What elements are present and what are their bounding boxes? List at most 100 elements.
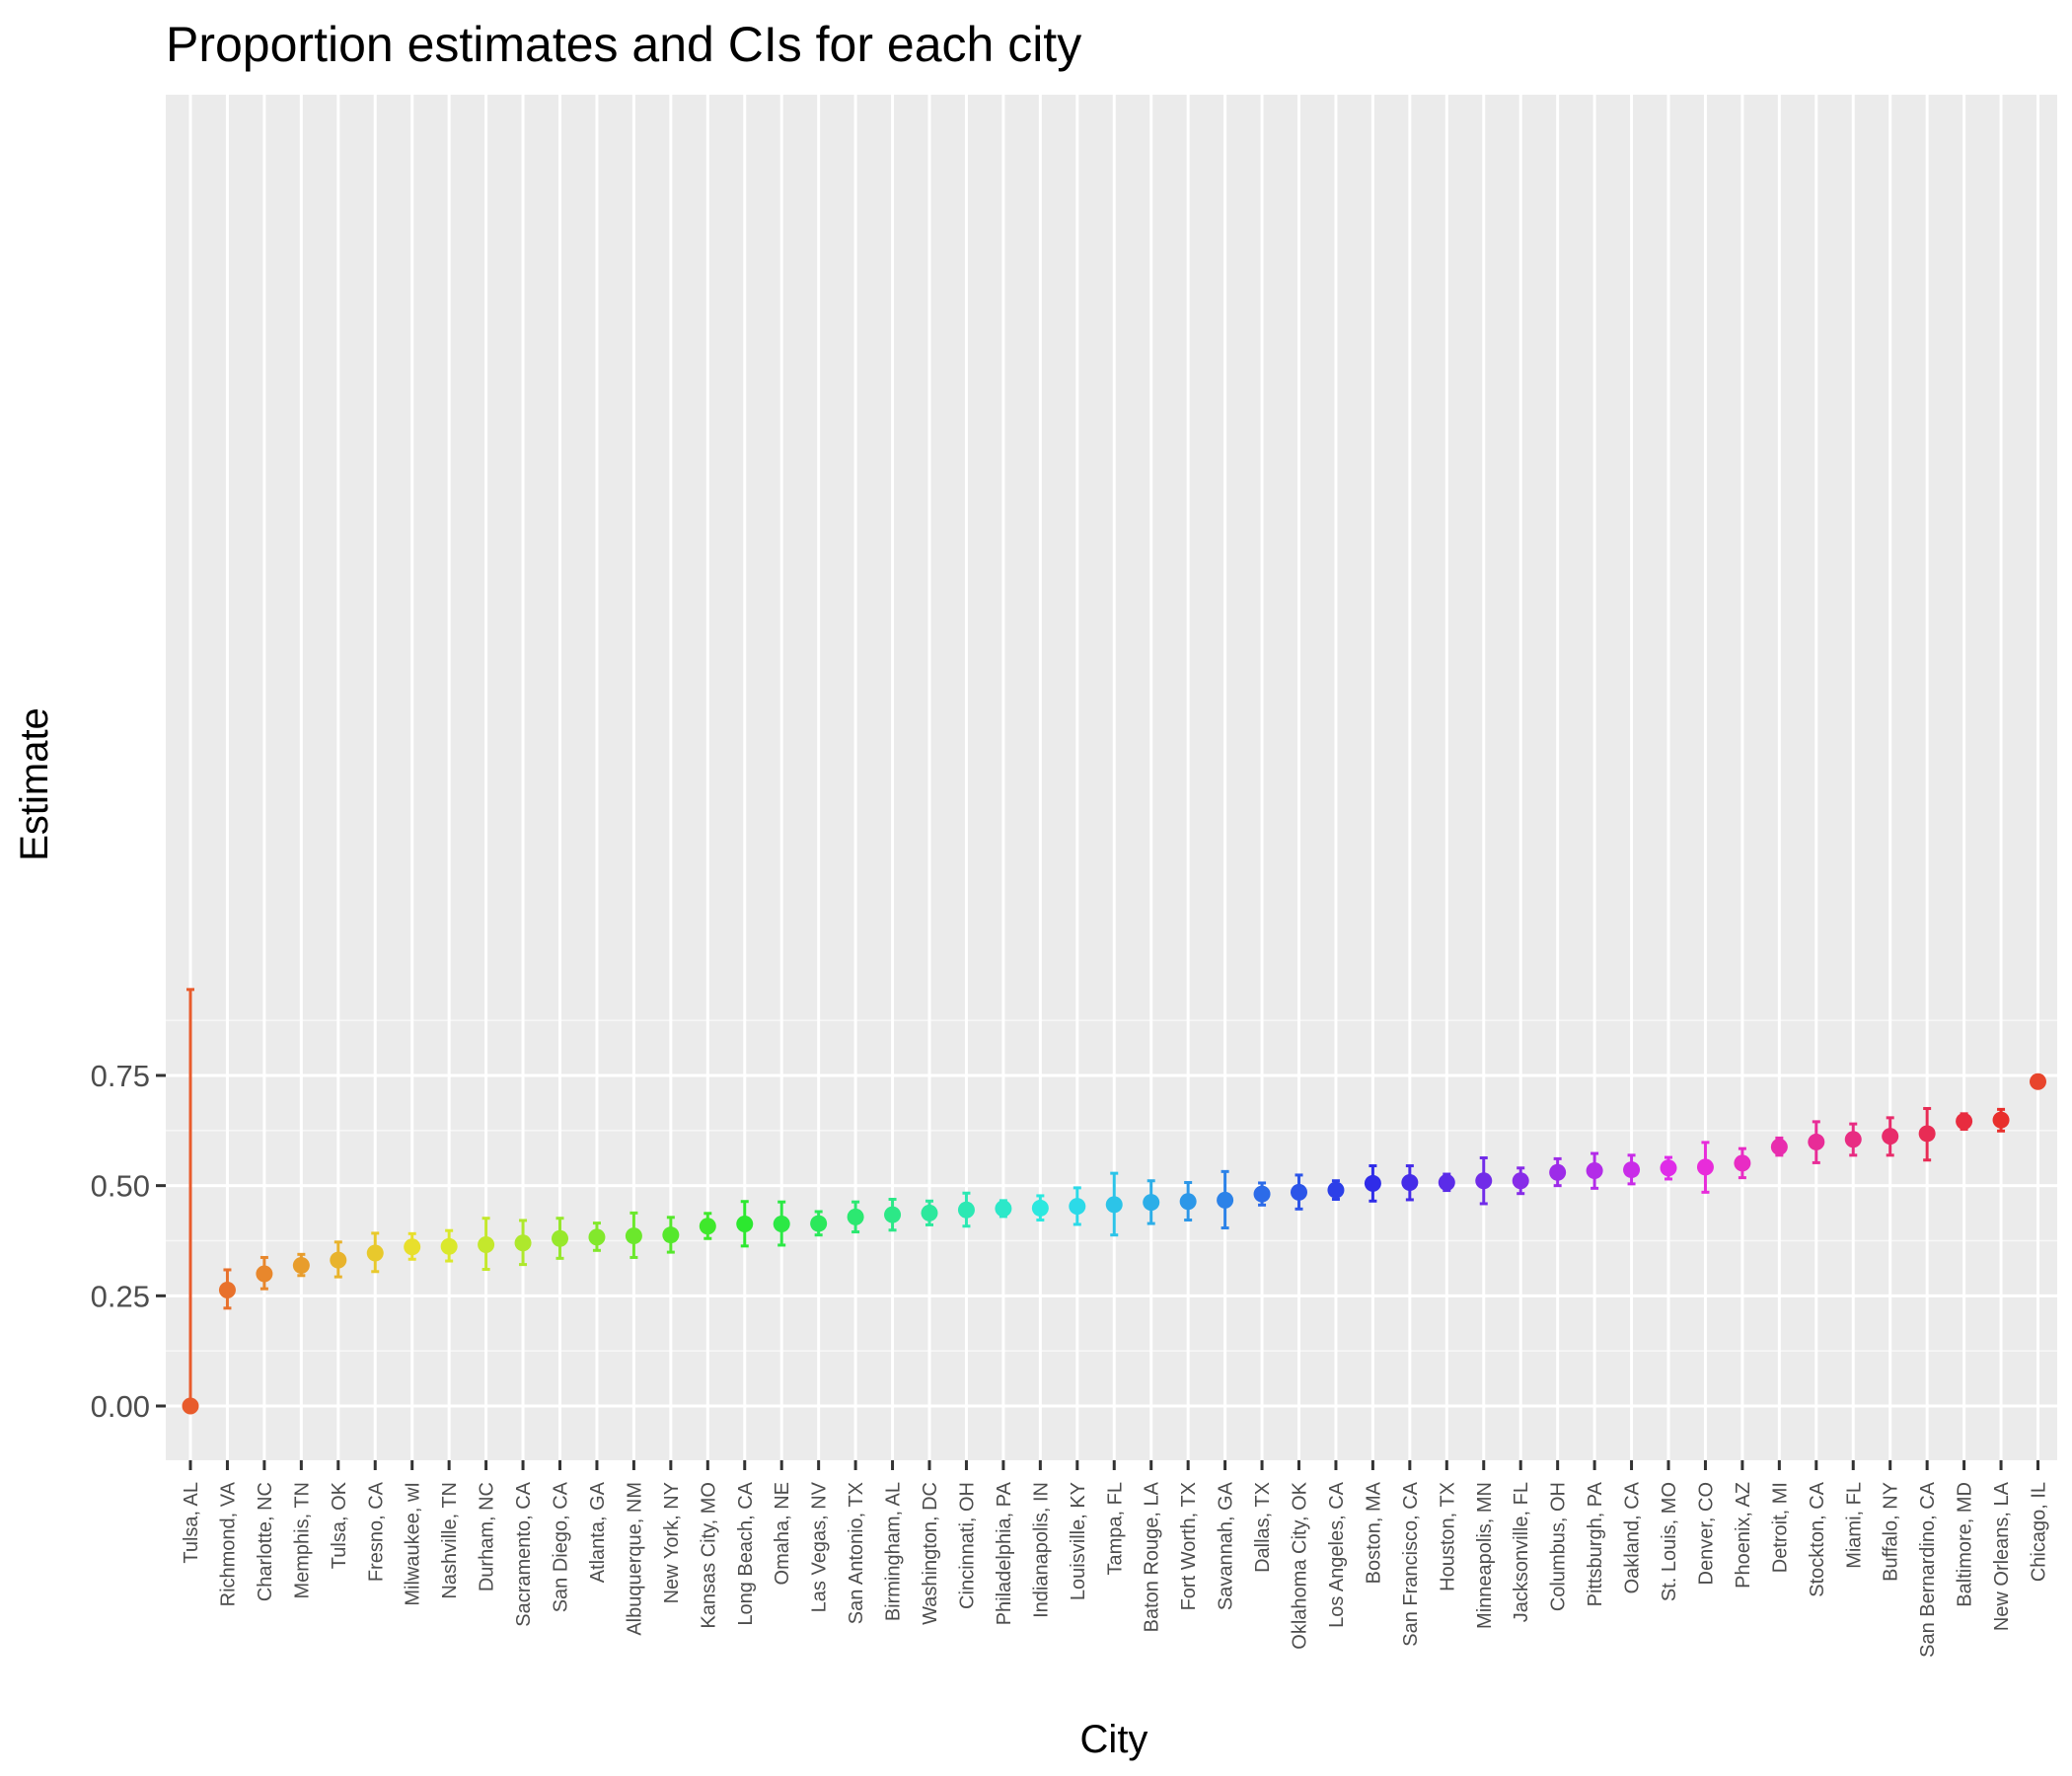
data-point [588,1228,606,1246]
x-tick-label: Los Angeles, CA [1326,1481,1348,1628]
x-tick-label: San Antonio, TX [846,1482,867,1624]
y-tick-label: 0.75 [91,1059,150,1093]
x-tick-label: Las Vegas, NV [809,1481,831,1612]
data-point [810,1215,828,1232]
x-tick-label: Minneapolis, MN [1474,1482,1496,1629]
data-point [404,1238,421,1256]
x-tick-label: Houston, TX [1437,1482,1458,1591]
data-point [1623,1161,1641,1179]
data-point [1031,1199,1049,1217]
data-point [699,1218,716,1235]
data-point [736,1216,754,1233]
data-point [1734,1154,1751,1172]
data-point [552,1229,568,1247]
x-tick-label: Tulsa, AL [181,1482,202,1564]
data-point [1217,1191,1234,1209]
data-point [1512,1172,1529,1190]
x-tick-label: Long Beach, CA [735,1481,757,1625]
data-point [1069,1198,1086,1216]
data-point [995,1200,1012,1218]
data-point [1808,1133,1825,1150]
x-tick-label: Louisville, KY [1068,1482,1089,1600]
x-tick-label: Cincinnati, OH [956,1482,978,1609]
x-tick-label: Savannah, GA [1216,1481,1237,1610]
x-tick-label: Charlotte, NC [255,1482,276,1601]
chart-title: Proportion estimates and CIs for each ci… [166,17,1081,72]
data-point [1992,1111,2010,1129]
x-tick-label: Oakland, CA [1622,1481,1644,1593]
data-point [256,1265,273,1283]
data-point [1660,1159,1677,1177]
data-point [1253,1185,1271,1203]
data-point [957,1201,975,1219]
x-tick-label: Boston, MA [1363,1481,1384,1584]
x-tick-label: Denver, CO [1695,1482,1717,1585]
x-tick-label: San Diego, CA [551,1481,572,1612]
data-point [1291,1183,1307,1201]
data-point [330,1251,347,1269]
data-point [1475,1172,1493,1190]
y-tick-label: 0.00 [91,1389,150,1424]
data-point [182,1397,199,1415]
x-tick-label: Jacksonville, FL [1511,1482,1532,1622]
data-point [1770,1138,1788,1155]
x-tick-label: Fort Worth, TX [1178,1482,1200,1610]
x-axis: Tulsa, AL Richmond, VA Charlotte, NC Memphi… [181,1460,2050,1658]
x-tick-label: Detroit, MI [1769,1482,1791,1573]
x-axis-title: City [1080,1718,1148,1761]
data-point [478,1236,495,1254]
x-tick-label: Nashville, TN [439,1482,461,1599]
x-tick-label: Tulsa, OK [329,1481,350,1569]
x-tick-label: Stockton, CA [1807,1481,1828,1596]
x-tick-label: Memphis, TN [291,1482,313,1599]
x-tick-label: Indianapolis, IN [1030,1482,1052,1618]
data-point [2030,1073,2046,1090]
x-tick-label: Miami, FL [1843,1482,1865,1569]
x-tick-label: Buffalo, NY [1881,1482,1902,1582]
x-tick-label: Tampa, FL [1104,1482,1126,1575]
x-tick-label: St. Louis, MO [1659,1482,1680,1601]
data-point [1364,1174,1381,1192]
x-tick-label: Chicago, IL [2029,1482,2050,1582]
data-points [182,1073,2046,1415]
x-tick-label: Sacramento, CA [513,1481,535,1626]
x-tick-label: Atlanta, GA [587,1481,609,1583]
data-point [1401,1174,1419,1192]
data-point [1844,1131,1862,1148]
x-tick-label: Phoenix, AZ [1733,1482,1754,1589]
x-tick-label: Oklahoma City, OK [1290,1481,1311,1649]
data-point [1918,1125,1936,1143]
data-point [292,1257,310,1275]
data-point [514,1234,532,1252]
data-point [218,1282,236,1299]
x-tick-label: Columbus, OH [1548,1482,1570,1611]
data-point [1586,1161,1603,1179]
data-point [1549,1163,1567,1181]
data-point [440,1237,458,1255]
x-tick-label: Omaha, NE [772,1482,793,1585]
data-point [1179,1193,1197,1211]
data-point [921,1204,938,1221]
x-tick-label: New York, NY [661,1482,683,1603]
data-point [1956,1112,1973,1130]
x-tick-label: Baton Rouge, LA [1142,1481,1163,1632]
x-tick-label: San Francisco, CA [1400,1481,1422,1646]
data-point [1696,1158,1714,1176]
data-point [1327,1181,1345,1199]
x-tick-label: Fresno, CA [365,1481,387,1582]
data-point [1882,1128,1899,1146]
x-tick-label: Philadelphia, PA [994,1481,1015,1625]
data-point [366,1244,384,1262]
x-tick-label: Durham, NC [477,1482,498,1591]
data-point [847,1208,864,1225]
y-tick-label: 0.50 [91,1169,150,1204]
x-tick-label: Richmond, VA [217,1481,239,1606]
data-point [625,1227,642,1245]
data-point [1105,1196,1123,1214]
data-point [773,1216,790,1233]
x-tick-label: New Orleans, LA [1991,1481,2013,1631]
x-tick-label: Albuquerque, NM [624,1482,645,1636]
y-axis-title: Estimate [13,707,56,861]
x-tick-label: San Bernardino, CA [1917,1481,1939,1658]
x-tick-label: Milwaukee, wI [403,1482,424,1606]
